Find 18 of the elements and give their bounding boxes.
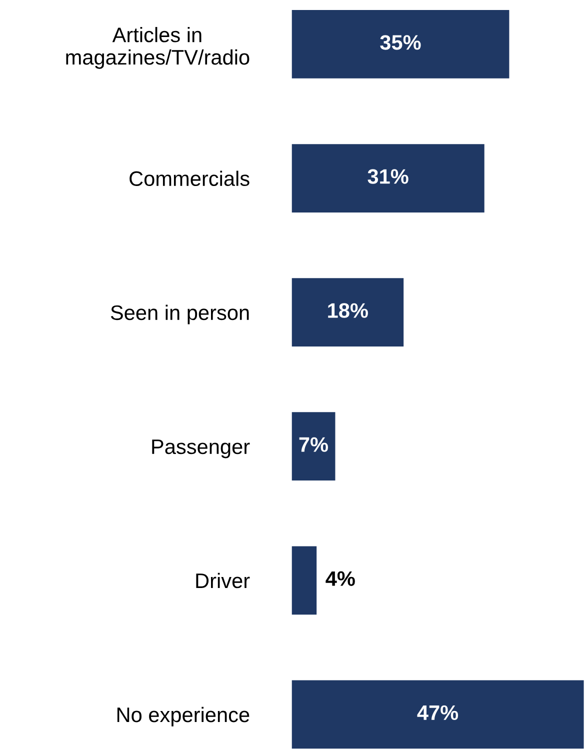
data-label: 4% <box>326 571 355 586</box>
data-label: 7% <box>299 437 328 452</box>
y-tick-label: Passenger <box>152 440 250 458</box>
data-label: 35% <box>380 35 421 50</box>
y-tick-label: Driver <box>196 572 250 588</box>
y-tick-label: Seen in person <box>110 304 249 324</box>
bar <box>292 412 336 481</box>
y-tick-label: No experience <box>117 706 250 726</box>
data-label: 47% <box>417 705 458 720</box>
bar <box>292 278 404 346</box>
y-tick-label: Articles in magazines/TV/radio <box>66 26 250 69</box>
bar <box>292 680 584 749</box>
bar <box>292 144 484 212</box>
data-label: 18% <box>328 303 368 318</box>
y-tick-label: Commercials <box>130 170 250 186</box>
bar <box>292 10 510 78</box>
bar <box>292 546 317 615</box>
data-label: 31% <box>368 169 408 184</box>
